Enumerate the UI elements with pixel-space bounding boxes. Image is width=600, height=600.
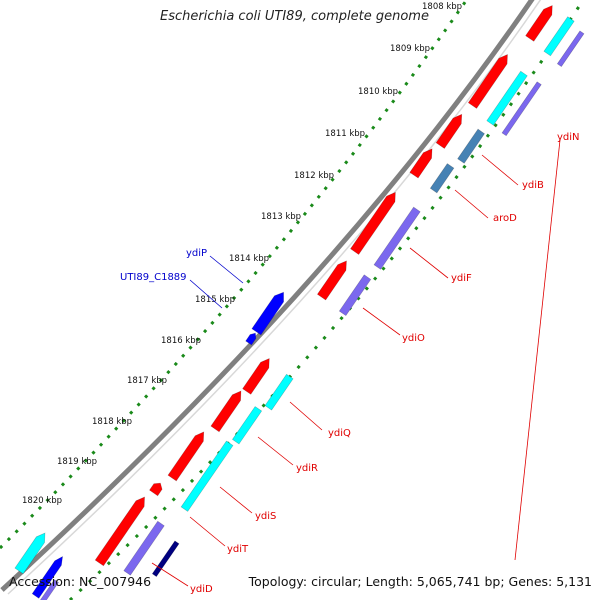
gene-label: ydiN xyxy=(557,132,580,143)
gene-feature-block xyxy=(39,579,59,600)
scale-ring-inner xyxy=(68,4,582,600)
gene-feature-block xyxy=(338,274,372,317)
gene-label-leader xyxy=(454,189,489,219)
scale-tick-label: 1811 kbp xyxy=(325,129,365,139)
gene-label: aroD xyxy=(493,213,517,224)
gene-feature-block xyxy=(486,70,528,126)
gene-label: ydiF xyxy=(451,273,472,284)
accession-label: Accession: NC_007946 xyxy=(9,574,152,589)
gene-feature-block xyxy=(429,163,455,194)
gene-feature-block xyxy=(316,260,347,301)
gene-feature-block xyxy=(231,406,263,445)
gene-label-leader xyxy=(209,255,244,284)
gene-feature-block xyxy=(525,5,553,42)
gene-feature-block xyxy=(149,482,163,497)
gene-feature-block xyxy=(242,358,270,395)
gene-feature-block xyxy=(180,440,234,512)
gene-label-leader xyxy=(481,154,519,186)
scale-tick-label: 1810 kbp xyxy=(358,87,398,97)
scale-tick-label: 1808 kbp xyxy=(422,2,462,12)
genome-backbone xyxy=(0,0,535,592)
gene-feature-block xyxy=(31,555,63,599)
gene-feature-block xyxy=(245,332,257,346)
scale-tick-label: 1817 kbp xyxy=(127,376,167,386)
scale-tick-label: 1816 kbp xyxy=(161,336,201,346)
gene-feature-block xyxy=(94,496,145,567)
gene-label-leader xyxy=(257,436,294,466)
gene-labels: ydiN ydiB aroD ydiF ydiO ydiP UTI89_C1889 ydiQ y… xyxy=(120,132,580,595)
gene-feature-block xyxy=(14,532,46,575)
genome-summary: Topology: circular; Length: 5,065,741 bp… xyxy=(248,574,592,589)
gene-feature-block xyxy=(373,206,421,270)
gene-label: ydiB xyxy=(522,180,544,191)
gene-feature-block xyxy=(264,373,294,411)
gene-feature-block xyxy=(457,128,485,164)
tick-labels: 1808 kbp 1809 kbp 1810 kbp 1811 kbp 1812 kbp… xyxy=(22,2,462,506)
gene-label-leader xyxy=(362,307,401,336)
gene-label: ydiS xyxy=(255,511,276,522)
gene-feature-block xyxy=(210,390,242,433)
scale-tick-label: 1815 kbp xyxy=(195,295,235,305)
gene-feature-block xyxy=(151,540,180,578)
gene-label-leader xyxy=(289,401,323,431)
gene-feature-block xyxy=(123,520,165,576)
gene-label-leader xyxy=(189,516,226,547)
gene-feature-block xyxy=(501,81,542,137)
scale-tick-label: 1812 kbp xyxy=(294,171,334,181)
gene-feature-block xyxy=(350,191,396,255)
gene-label-leader xyxy=(151,562,189,587)
scale-tick-label: 1818 kbp xyxy=(92,417,132,427)
gene-label: ydiR xyxy=(296,463,318,474)
gene-feature-block xyxy=(167,431,205,482)
gene-feature-block xyxy=(409,148,433,179)
gene-label-leader xyxy=(189,279,223,309)
gene-label-leader xyxy=(219,486,253,514)
scale-tick-label: 1814 kbp xyxy=(229,254,269,264)
gene-label: ydiQ xyxy=(328,428,351,439)
scale-tick-label: 1819 kbp xyxy=(57,457,97,467)
gene-feature-block xyxy=(251,291,284,336)
gene-label: ydiT xyxy=(227,544,249,555)
map-title: Escherichia coli UTI89, complete genome xyxy=(160,9,429,24)
scale-ring-outer xyxy=(0,0,469,550)
scale-tick-label: 1813 kbp xyxy=(261,212,301,222)
gene-feature-block xyxy=(435,113,463,149)
gene-feature-block xyxy=(556,30,585,68)
gene-label: UTI89_C1889 xyxy=(120,272,187,283)
gene-label: ydiO xyxy=(402,333,425,344)
gene-features xyxy=(14,5,585,600)
genome-backbone-inner xyxy=(7,0,542,595)
gene-label: ydiD xyxy=(190,584,213,595)
gene-label-leader xyxy=(514,139,561,561)
gene-feature-block xyxy=(467,54,508,109)
gene-label: ydiP xyxy=(186,248,207,259)
scale-tick-label: 1820 kbp xyxy=(22,496,62,506)
scale-tick-label: 1809 kbp xyxy=(390,44,430,54)
gene-label-leader xyxy=(409,247,449,279)
gene-feature-block xyxy=(543,16,575,57)
